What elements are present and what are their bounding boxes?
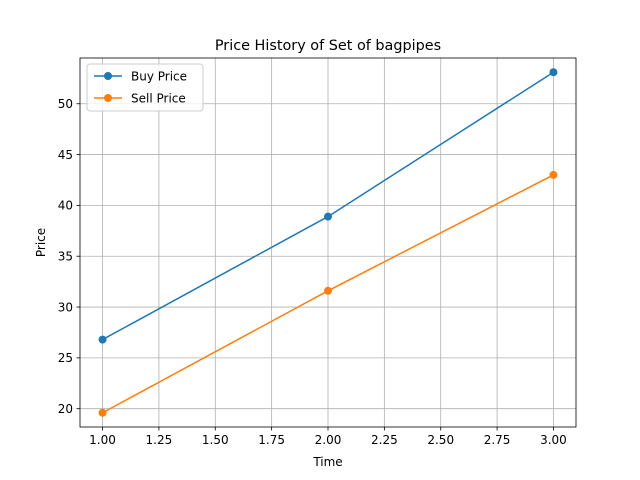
grid [80,58,576,427]
series-sell [98,170,558,417]
legend-label-sell: Sell Price [131,91,186,105]
legend-swatch-marker [104,94,112,102]
chart-title: Price History of Set of bagpipes [215,38,441,54]
data-point-buy [324,212,332,221]
legend-swatch-marker [104,72,112,80]
y-tick-label: 30 [58,300,73,314]
series-buy [98,68,558,344]
x-tick-label: 2.50 [427,433,454,447]
x-tick-label: 2.25 [371,433,398,447]
data-point-buy [98,335,107,344]
axis-ticks: 1.00 1.25 1.50 1.75 2.00 2.25 2.50 2.75 3.00 20 25… [58,97,567,447]
data-point-sell [324,286,332,295]
x-tick-label: 1.75 [258,433,285,447]
x-tick-label: 1.00 [89,433,116,447]
x-tick-label: 3.00 [540,433,567,447]
y-tick-label: 45 [58,148,73,162]
data-point-sell [98,408,107,417]
y-tick-label: 20 [58,402,73,416]
legend: Buy Price Sell Price [86,63,204,112]
x-tick-label: 2.75 [484,433,511,447]
x-axis-label: Time [312,455,342,469]
data-point-buy [549,68,558,77]
data-point-sell [549,170,558,179]
y-tick-label: 40 [58,199,73,213]
y-axis-label: Price [34,228,48,257]
y-tick-label: 25 [58,351,73,365]
legend-entry-sell: Sell Price [94,91,186,105]
x-tick-label: 2.00 [315,433,342,447]
legend-entry-buy: Buy Price [94,69,187,83]
x-tick-label: 1.25 [146,433,173,447]
series-layer [98,68,558,417]
y-tick-label: 35 [58,250,73,264]
legend-label-buy: Buy Price [131,69,187,83]
x-tick-label: 1.50 [202,433,229,447]
y-tick-label: 50 [58,97,73,111]
